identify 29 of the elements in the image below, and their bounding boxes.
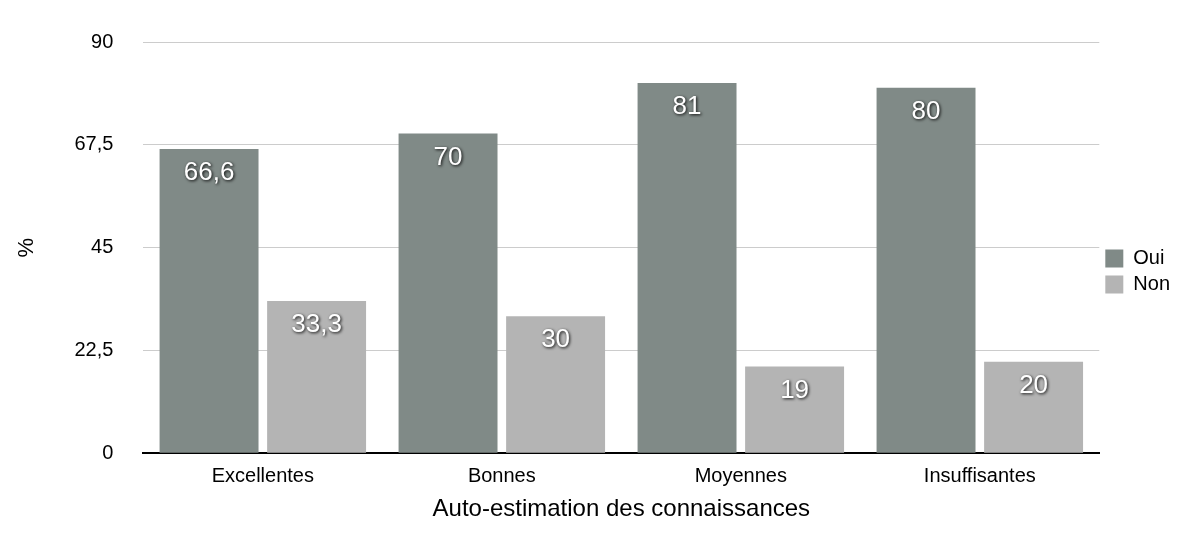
bar (506, 316, 606, 453)
x-tick-label: Moyennes (694, 463, 787, 486)
data-label: 19 (780, 373, 810, 404)
y-tick-label: 22,5 (74, 337, 114, 360)
data-label: 30 (541, 323, 571, 354)
data-label: 20 (1019, 368, 1049, 399)
y-axis-title: % (13, 237, 39, 258)
bar (267, 301, 367, 453)
x-tick-label: Insuffisantes (923, 463, 1036, 486)
bar (984, 361, 1084, 453)
y-tick-label: 0 (102, 440, 114, 463)
x-axis-title: Auto-estimation des connaissances (432, 494, 811, 522)
bar (745, 366, 845, 453)
bar (159, 148, 259, 453)
x-tick-label: Bonnes (467, 463, 536, 486)
data-label: 80 (911, 94, 941, 125)
legend-label: Non (1133, 272, 1171, 295)
data-label: 66,6 (183, 156, 235, 187)
bar (398, 133, 498, 453)
bar (876, 87, 976, 453)
legend-label: Oui (1133, 246, 1165, 269)
y-tick-label: 67,5 (74, 132, 114, 155)
bar (637, 83, 737, 453)
data-label: 70 (433, 140, 463, 171)
data-label: 81 (672, 90, 702, 121)
data-label: 33,3 (291, 308, 342, 339)
y-tick-label: 90 (91, 29, 114, 52)
x-tick-label: Excellentes (211, 463, 314, 486)
y-tick-label: 45 (91, 235, 114, 258)
